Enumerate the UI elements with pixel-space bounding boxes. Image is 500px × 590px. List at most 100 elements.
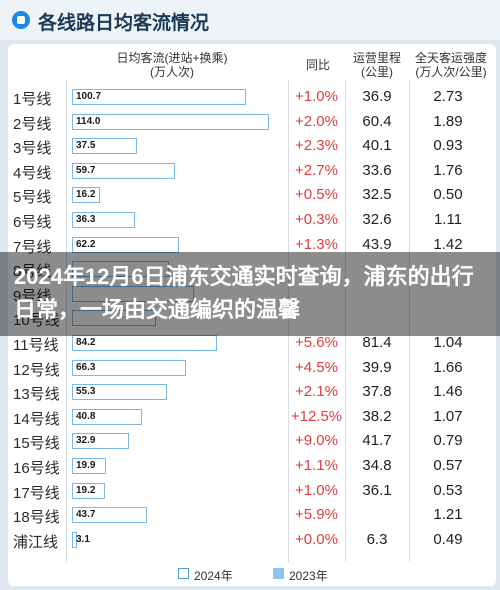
row-label: 2号线 xyxy=(13,115,52,133)
metro-logo-icon xyxy=(12,11,30,29)
bar-2024 xyxy=(72,89,246,105)
row-label: 13号线 xyxy=(13,386,60,404)
mileage-cell: 41.7 xyxy=(362,432,392,450)
bar-value-label: 3.1 xyxy=(76,533,90,545)
mileage-cell: 34.8 xyxy=(362,457,392,474)
intensity-cell: 1.46 xyxy=(433,383,463,401)
yoy-cell: +1.1% xyxy=(295,457,338,474)
row-label: 10号线 xyxy=(13,312,60,330)
mileage-cell: 40.1 xyxy=(362,137,392,155)
row-label: 15号线 xyxy=(13,435,60,453)
bar-value-label: 62.2 xyxy=(76,238,96,250)
yoy-cell: +2.3% xyxy=(295,137,338,155)
bar-2024 xyxy=(72,408,143,425)
row-label: 3号线 xyxy=(13,140,52,158)
header-intensity: 全天客运强度 (万人次/公里) xyxy=(404,51,498,79)
row-label: 17号线 xyxy=(13,484,60,502)
mileage-cell: 36.9 xyxy=(362,88,392,105)
yoy-cell: +0.5% xyxy=(295,186,338,204)
bar-2024 xyxy=(72,531,78,548)
header: 各线路日均客流情况 xyxy=(0,0,500,40)
bar-2024 xyxy=(72,335,218,351)
row-label: 11号线 xyxy=(13,337,59,354)
intensity-cell: 0.50 xyxy=(433,186,463,204)
bar-value-label: 66.3 xyxy=(76,361,96,373)
bar-value-label: 40.8 xyxy=(76,410,96,422)
bar-2024 xyxy=(72,212,135,228)
row-label: 1号线 xyxy=(13,91,52,108)
page-title: 各线路日均客流情况 xyxy=(38,13,210,34)
bar-2024 xyxy=(72,113,269,130)
row-label: 12号线 xyxy=(13,361,60,379)
divider-3 xyxy=(345,80,346,562)
bar-value-label: 37.5 xyxy=(76,140,96,152)
header-mileage-unit: (公里) xyxy=(361,65,393,79)
bar-value-label: 55.3 xyxy=(76,386,96,398)
header-yoy: 同比 xyxy=(305,58,330,72)
intensity-cell: 0.57 xyxy=(433,457,463,474)
bar-2024 xyxy=(72,187,100,204)
header-passenger-label: 日均客流(进站+换乘) xyxy=(116,51,228,65)
yoy-cell: +1.3% xyxy=(295,235,338,253)
row-label: 8号线 xyxy=(13,263,52,281)
mileage-cell: 81.4 xyxy=(362,334,392,351)
bar-2024 xyxy=(72,482,106,499)
bar-2024 xyxy=(72,384,168,401)
intensity-cell: 0.93 xyxy=(433,137,463,155)
mileage-cell: 33.6 xyxy=(362,161,392,179)
bar-value-label: 114.0 xyxy=(76,115,101,127)
header-passenger-unit: (万人次) xyxy=(150,65,194,79)
row-label: 6号线 xyxy=(13,214,52,231)
yoy-cell: +1.0% xyxy=(295,88,338,105)
header-passenger: 日均客流(进站+换乘) (万人次) xyxy=(92,51,252,79)
header-intensity-unit: (万人次/公里) xyxy=(415,65,487,79)
bar-2024 xyxy=(72,138,137,155)
yoy-cell: +0.3% xyxy=(295,211,338,228)
row-label: 浦江线 xyxy=(13,533,59,551)
bar-value-label: 59.7 xyxy=(76,164,96,176)
yoy-cell: +2.7% xyxy=(295,161,338,179)
divider-2 xyxy=(288,80,289,562)
row-label: 9号线 xyxy=(13,287,52,305)
intensity-cell: 1.21 xyxy=(433,506,463,524)
row-label: 18号线 xyxy=(13,509,60,527)
headline-text: 2024年12月6日浦东交通实时查询，浦东的出行日常，一场由交通编织的温馨 xyxy=(14,264,474,322)
headline-banner: 2024年12月6日浦东交通实时查询，浦东的出行日常，一场由交通编织的温馨 xyxy=(0,252,500,336)
header-mileage: 运营里程 (公里) xyxy=(345,51,409,79)
divider-4 xyxy=(409,80,410,562)
mileage-cell: 39.9 xyxy=(362,358,392,376)
bar-value-label: 36.3 xyxy=(76,214,96,225)
yoy-cell: +4.5% xyxy=(295,358,338,376)
yoy-cell: +9.0% xyxy=(295,432,338,450)
mileage-cell: 60.4 xyxy=(362,112,392,130)
bar-value-label: 19.9 xyxy=(76,460,96,471)
header-intensity-label: 全天客运强度 xyxy=(414,51,487,65)
mileage-cell: 36.1 xyxy=(362,481,392,499)
yoy-cell: +5.9% xyxy=(295,506,338,524)
bar-2024 xyxy=(72,261,169,278)
intensity-cell: 1.66 xyxy=(433,358,463,376)
intensity-cell: 1.89 xyxy=(433,112,463,130)
intensity-cell: 0.79 xyxy=(433,432,463,450)
yoy-cell: +12.5% xyxy=(290,407,343,425)
mileage-cell: 32.6 xyxy=(362,211,392,228)
mileage-cell: 6.3 xyxy=(366,530,388,548)
intensity-cell: 1.11 xyxy=(433,211,463,228)
bar-value-label: 84.2 xyxy=(76,337,96,348)
yoy-cell: +0.0% xyxy=(295,530,338,548)
intensity-cell: 1.07 xyxy=(433,407,463,425)
legend-2024-label: 2024年 xyxy=(194,569,233,583)
bar-value-label: 43.7 xyxy=(76,509,96,521)
legend-2024-swatch xyxy=(178,568,189,579)
bar-2024 xyxy=(72,359,187,376)
bar-2024 xyxy=(72,507,148,524)
mileage-cell: 38.2 xyxy=(362,407,392,425)
yoy-cell: +5.6% xyxy=(295,334,338,351)
row-label: 7号线 xyxy=(13,238,52,256)
bar-2024 xyxy=(72,285,194,302)
bar-value-label: 32.9 xyxy=(76,435,96,447)
bar-2024 xyxy=(72,162,175,179)
legend-2023-swatch xyxy=(273,568,284,579)
mileage-cell: 37.8 xyxy=(362,383,392,401)
intensity-cell: 1.76 xyxy=(433,161,463,179)
